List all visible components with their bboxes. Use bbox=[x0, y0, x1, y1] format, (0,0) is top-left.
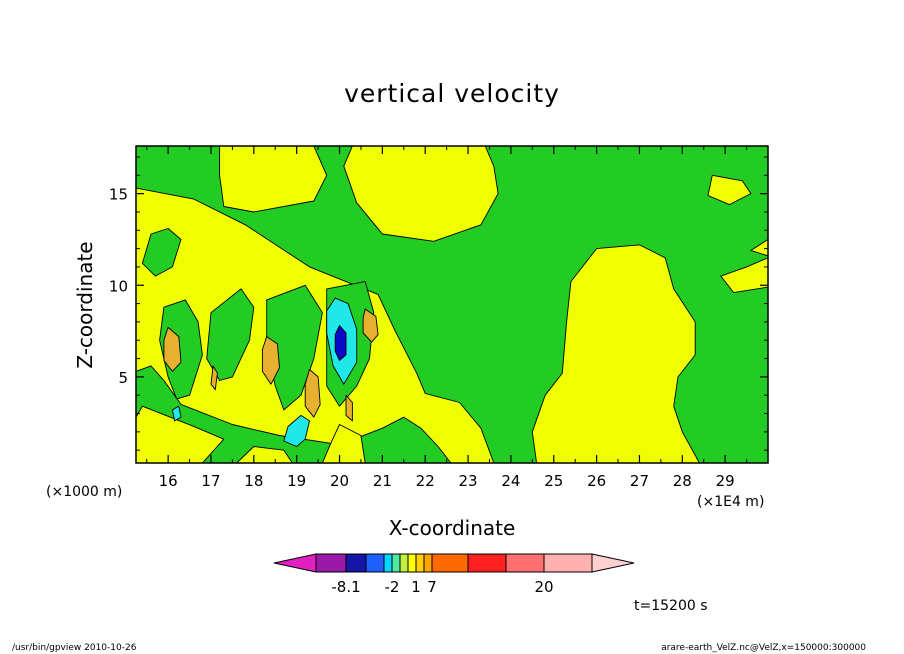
x-tick-label: 26 bbox=[587, 472, 606, 490]
colorbar-label: 20 bbox=[534, 578, 553, 596]
colorbar-labels: -8.1 -2 1 7 20 bbox=[331, 578, 553, 596]
y-axis-ticks: 5 10 15 bbox=[109, 156, 768, 451]
x-axis-label: X-coordinate bbox=[389, 516, 516, 540]
contour-region-6 bbox=[750, 239, 768, 257]
x-tick-label: 25 bbox=[544, 472, 563, 490]
contour-region-0 bbox=[343, 146, 499, 242]
x-tick-label: 19 bbox=[287, 472, 306, 490]
colorbar-segment-2 bbox=[365, 553, 385, 573]
time-label: t=15200 s bbox=[634, 598, 708, 614]
colorbar-segment-7 bbox=[415, 553, 425, 573]
contour-region-8 bbox=[159, 299, 203, 400]
contour-region-1 bbox=[219, 146, 328, 213]
contour-region-7 bbox=[141, 228, 182, 277]
colorbar-label: -2 bbox=[385, 578, 400, 596]
y-tick-label: 15 bbox=[109, 186, 128, 204]
contour-regions bbox=[136, 146, 768, 463]
x-tick-label: 20 bbox=[330, 472, 349, 490]
x-unit-left: (×1000 m) bbox=[46, 484, 122, 500]
x-tick-label: 23 bbox=[459, 472, 478, 490]
contour-region-2 bbox=[707, 174, 752, 206]
x-tick-label: 29 bbox=[716, 472, 735, 490]
colorbar-segment-6 bbox=[407, 553, 417, 573]
colorbar-segment-8 bbox=[423, 553, 433, 573]
colorbar bbox=[273, 553, 635, 573]
x-tick-label: 18 bbox=[244, 472, 263, 490]
colorbar-label: 7 bbox=[427, 578, 437, 596]
y-tick-label: 10 bbox=[109, 277, 128, 295]
contour-region-13 bbox=[136, 405, 225, 463]
colorbar-segment-3 bbox=[383, 553, 393, 573]
colorbar-segment-5 bbox=[399, 553, 409, 573]
x-tick-label: 21 bbox=[373, 472, 392, 490]
contour-region-23 bbox=[334, 325, 347, 361]
contour-region-9 bbox=[206, 288, 255, 381]
colorbar-segment-0 bbox=[315, 553, 347, 573]
y-tick-label: 5 bbox=[118, 369, 128, 387]
plot-frame bbox=[135, 145, 769, 464]
x-tick-label: 24 bbox=[501, 472, 520, 490]
contour-region-25 bbox=[171, 405, 182, 422]
contour-region-19 bbox=[362, 308, 379, 343]
colorbar-label: 1 bbox=[411, 578, 421, 596]
colorbar-segment-9 bbox=[431, 553, 469, 573]
x-tick-label: 22 bbox=[416, 472, 435, 490]
contour-region-18 bbox=[304, 369, 321, 418]
colorbar-segment-11 bbox=[505, 553, 545, 573]
x-tick-label: 28 bbox=[673, 472, 692, 490]
chart-title: vertical velocity bbox=[344, 79, 560, 108]
contour-region-17 bbox=[261, 336, 280, 385]
x-axis-ticks: 16 17 18 19 20 21 22 23 24 25 26 27 28 29 bbox=[146, 146, 748, 490]
contour-region-14 bbox=[236, 446, 293, 463]
contour-region-16 bbox=[163, 326, 182, 372]
colorbar-segment-10 bbox=[467, 553, 507, 573]
contour-region-20 bbox=[210, 365, 218, 391]
colorbar-segment-4 bbox=[391, 553, 401, 573]
colorbar-label: -8.1 bbox=[331, 578, 360, 596]
footer-left: /usr/bin/gpview 2010-10-26 bbox=[12, 643, 137, 653]
contour-region-5 bbox=[720, 257, 768, 294]
x-tick-label: 16 bbox=[159, 472, 178, 490]
contour-region-24 bbox=[283, 414, 310, 447]
x-unit-right: (×1E4 m) bbox=[697, 494, 764, 510]
y-axis-label: Z-coordinate bbox=[73, 241, 97, 368]
x-tick-label: 27 bbox=[630, 472, 649, 490]
contour-region-21 bbox=[345, 394, 353, 422]
colorbar-under-arrow bbox=[273, 553, 317, 573]
colorbar-over-arrow bbox=[591, 553, 635, 573]
colorbar-segment-1 bbox=[345, 553, 367, 573]
colorbar-segment-12 bbox=[543, 553, 593, 573]
footer-right: arare-earth_VelZ.nc@VelZ,x=150000:300000 bbox=[661, 643, 866, 653]
contour-region-15 bbox=[321, 424, 366, 463]
contour-region-4 bbox=[531, 244, 700, 463]
x-tick-label: 17 bbox=[201, 472, 220, 490]
